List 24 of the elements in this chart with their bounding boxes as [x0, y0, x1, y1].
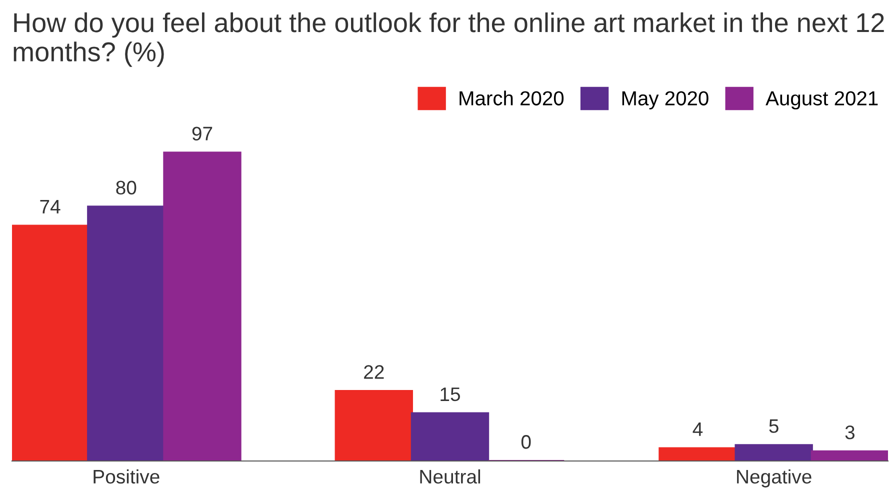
legend-label: August 2021 [766, 91, 878, 110]
chart-title: How do you feel about the outlook for the online art market in the next 12 months? (%) [14, 12, 884, 67]
bar [334, 390, 413, 461]
bar [12, 224, 90, 461]
x-tick-label: Positive [94, 469, 160, 484]
bar [810, 450, 888, 461]
data-label: 22 [364, 365, 384, 379]
data-label: 0 [521, 435, 531, 449]
data-label: 74 [40, 200, 60, 214]
x-tick-label: Neutral [420, 469, 480, 484]
data-label: 3 [845, 426, 854, 440]
bar [658, 447, 737, 461]
data-label: 97 [192, 126, 212, 140]
x-tick-label: Negative [737, 469, 812, 488]
legend-label: May 2020 [622, 91, 708, 110]
bar [163, 152, 242, 461]
legend-label: March 2020 [460, 90, 564, 106]
data-label: 5 [769, 419, 778, 433]
bar [734, 444, 813, 461]
bar [410, 412, 490, 461]
data-label: 15 [440, 388, 460, 402]
data-label: 80 [116, 180, 136, 195]
bar [87, 206, 166, 461]
data-label: 4 [692, 422, 703, 436]
